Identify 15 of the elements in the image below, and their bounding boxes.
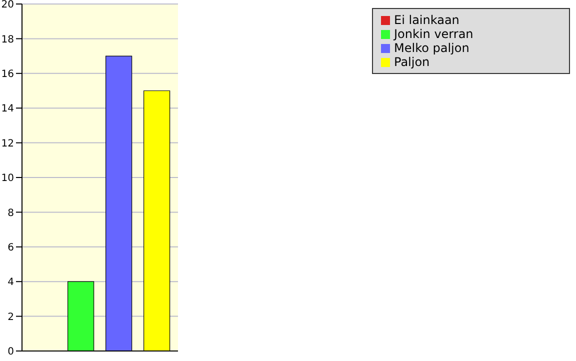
legend-label: Ei lainkaan [394,13,460,27]
y-tick-label: 12 [1,138,14,150]
y-tick-label: 0 [8,346,14,358]
y-tick-label: 6 [8,242,14,254]
legend-label: Melko paljon [394,41,470,55]
y-tick-label: 16 [1,68,14,80]
y-tick-label: 8 [8,208,14,219]
legend-label: Jonkin verran [394,27,474,41]
y-tick-label: 2 [8,312,14,323]
y-tick-label: 10 [1,173,14,184]
y-tick-label: 18 [1,34,14,46]
legend-label: Paljon [394,55,430,69]
y-tick-label: 14 [1,104,14,115]
y-tick-label: 20 [1,0,14,11]
y-tick-label: 4 [8,277,14,288]
